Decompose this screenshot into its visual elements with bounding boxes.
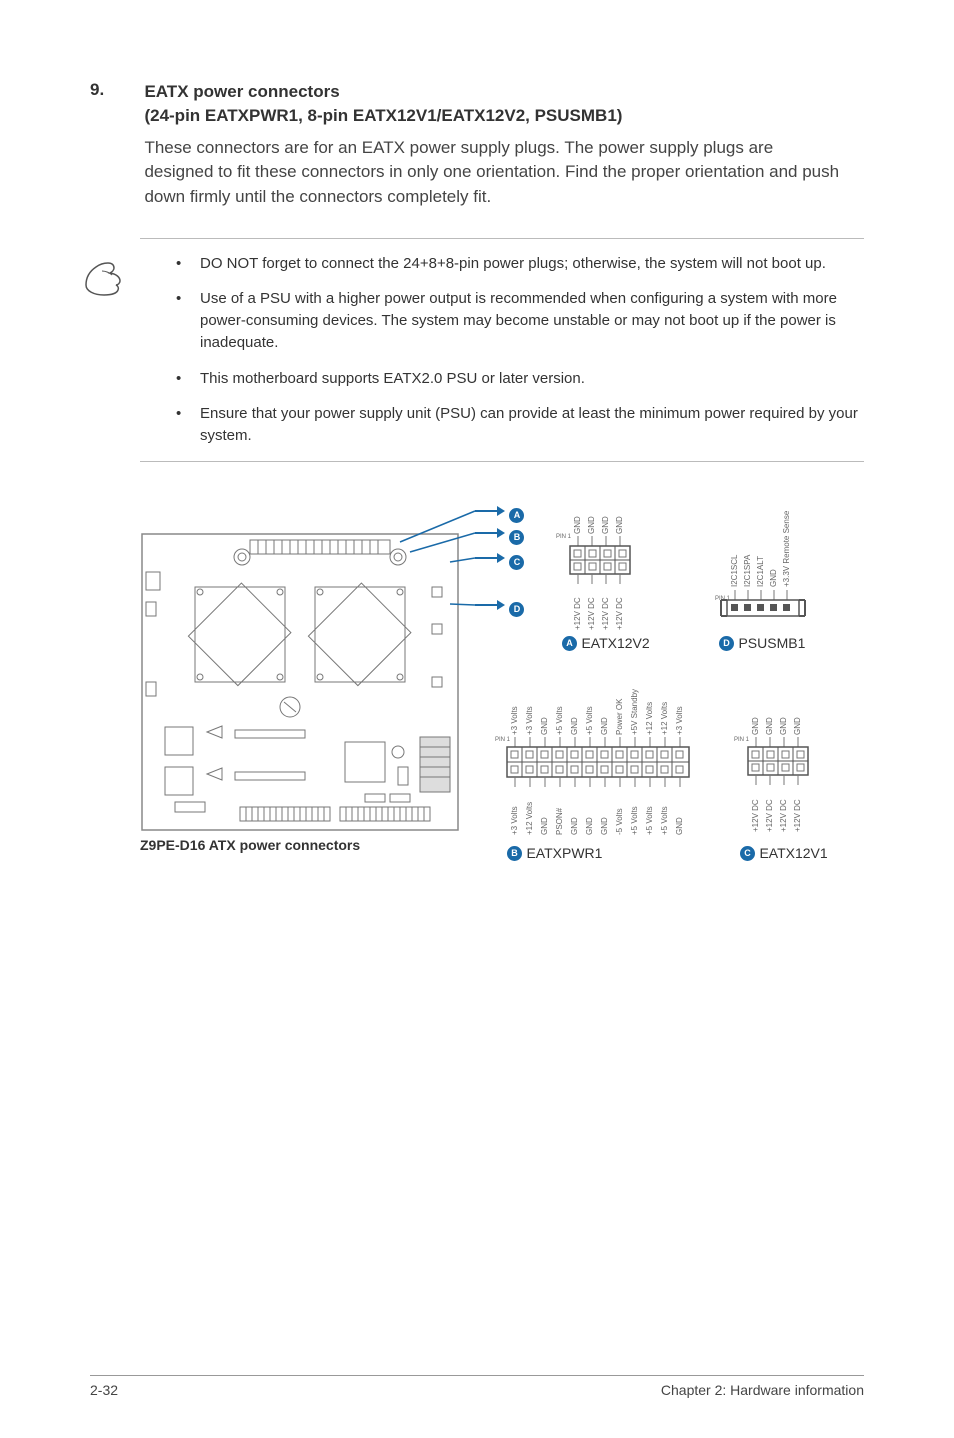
svg-text:+12V DC: +12V DC bbox=[573, 597, 582, 630]
svg-text:GND: GND bbox=[615, 516, 624, 534]
note-item: Use of a PSU with a higher power output … bbox=[200, 288, 864, 353]
svg-text:GND: GND bbox=[600, 817, 609, 835]
badge-a: A bbox=[509, 508, 524, 523]
svg-text:PIN 1: PIN 1 bbox=[495, 737, 511, 743]
connector-psusmb1: I2C1SCL I2C1SPA I2C1ALT GND +3.3V Remote… bbox=[715, 502, 875, 653]
note-item: Ensure that your power supply unit (PSU)… bbox=[200, 403, 864, 447]
eatx12v2-label: EATX12V2 bbox=[581, 635, 649, 651]
svg-text:GND: GND bbox=[769, 569, 778, 587]
svg-text:I2C1SPA: I2C1SPA bbox=[743, 554, 752, 587]
svg-text:+12 Volts: +12 Volts bbox=[645, 702, 654, 735]
svg-text:+5 Volts: +5 Volts bbox=[630, 806, 639, 835]
badge-b-label: B bbox=[507, 846, 522, 861]
svg-text:+12V DC: +12V DC bbox=[793, 799, 802, 832]
svg-text:Power OK: Power OK bbox=[615, 698, 624, 735]
connector-eatx12v2: GND GND GND GND PIN 1 +12V DC +12V DC +1… bbox=[552, 502, 662, 653]
svg-text:GND: GND bbox=[540, 717, 549, 735]
svg-text:+3 Volts: +3 Volts bbox=[675, 706, 684, 735]
badge-c-label: C bbox=[740, 846, 755, 861]
section-description: These connectors are for an EATX power s… bbox=[144, 136, 844, 210]
svg-text:PIN 1: PIN 1 bbox=[556, 534, 572, 540]
connector-eatxpwr1: +3 Volts +3 Volts GND +5 Volts GND +5 Vo… bbox=[495, 677, 735, 863]
svg-text:GND: GND bbox=[570, 717, 579, 735]
badge-c: C bbox=[509, 555, 524, 570]
section-number: 9. bbox=[90, 80, 140, 100]
svg-text:I2C1SCL: I2C1SCL bbox=[730, 554, 739, 587]
svg-text:-5 Volts: -5 Volts bbox=[615, 808, 624, 835]
note-list: DO NOT forget to connect the 24+8+8-pin … bbox=[140, 253, 864, 447]
svg-text:+3 Volts: +3 Volts bbox=[525, 706, 534, 735]
note-item: This motherboard supports EATX2.0 PSU or… bbox=[200, 368, 864, 390]
note-item: DO NOT forget to connect the 24+8+8-pin … bbox=[200, 253, 864, 275]
svg-text:GND: GND bbox=[540, 817, 549, 835]
svg-text:+12 Volts: +12 Volts bbox=[660, 702, 669, 735]
svg-text:+3.3V Remote Sense: +3.3V Remote Sense bbox=[782, 510, 791, 587]
board-caption: Z9PE-D16 ATX power connectors bbox=[140, 837, 360, 853]
svg-text:+3 Volts: +3 Volts bbox=[510, 706, 519, 735]
page-footer: 2-32 Chapter 2: Hardware information bbox=[90, 1375, 864, 1398]
note-block: DO NOT forget to connect the 24+8+8-pin … bbox=[140, 238, 864, 462]
svg-text:GND: GND bbox=[573, 516, 582, 534]
badge-b: B bbox=[509, 530, 524, 545]
chapter-label: Chapter 2: Hardware information bbox=[661, 1382, 864, 1398]
svg-text:+12V DC: +12V DC bbox=[615, 597, 624, 630]
svg-text:+5 Volts: +5 Volts bbox=[645, 806, 654, 835]
badge-d: D bbox=[509, 602, 524, 617]
svg-text:GND: GND bbox=[585, 817, 594, 835]
svg-text:+12V DC: +12V DC bbox=[779, 799, 788, 832]
eatx12v1-label: EATX12V1 bbox=[759, 845, 827, 861]
svg-text:+5 Volts: +5 Volts bbox=[555, 706, 564, 735]
svg-text:GND: GND bbox=[587, 516, 596, 534]
note-hand-icon bbox=[82, 257, 124, 299]
svg-text:GND: GND bbox=[751, 717, 760, 735]
section-header: 9. EATX power connectors (24-pin EATXPWR… bbox=[90, 80, 864, 210]
svg-text:GND: GND bbox=[601, 516, 610, 534]
svg-text:I2C1ALT: I2C1ALT bbox=[756, 556, 765, 587]
svg-text:GND: GND bbox=[570, 817, 579, 835]
svg-text:GND: GND bbox=[765, 717, 774, 735]
eatxpwr1-label: EATXPWR1 bbox=[526, 845, 602, 861]
svg-text:PSON#: PSON# bbox=[555, 807, 564, 835]
section-title: EATX power connectors (24-pin EATXPWR1, … bbox=[144, 80, 844, 128]
svg-text:GND: GND bbox=[793, 717, 802, 735]
svg-text:+12V DC: +12V DC bbox=[765, 799, 774, 832]
badge-d-label: D bbox=[719, 636, 734, 651]
svg-text:PIN 1: PIN 1 bbox=[734, 737, 750, 743]
badge-a-label: A bbox=[562, 636, 577, 651]
svg-text:+12V DC: +12V DC bbox=[587, 597, 596, 630]
connector-eatx12v1: GND GND GND GND PIN 1 +12V DC +12V DC +1… bbox=[730, 677, 850, 863]
svg-text:+5 Volts: +5 Volts bbox=[660, 806, 669, 835]
svg-text:GND: GND bbox=[675, 817, 684, 835]
title-line-2: (24-pin EATXPWR1, 8-pin EATX12V1/EATX12V… bbox=[144, 106, 622, 125]
svg-text:+12 Volts: +12 Volts bbox=[525, 802, 534, 835]
svg-text:GND: GND bbox=[600, 717, 609, 735]
svg-text:+5 Volts: +5 Volts bbox=[585, 706, 594, 735]
page-number: 2-32 bbox=[90, 1382, 118, 1398]
svg-text:+12V DC: +12V DC bbox=[601, 597, 610, 630]
callout-lines bbox=[390, 502, 480, 642]
psusmb1-label: PSUSMB1 bbox=[738, 635, 805, 651]
title-line-1: EATX power connectors bbox=[144, 82, 339, 101]
diagram-area: A B C D Z9PE-D16 ATX power connectors GN… bbox=[140, 502, 880, 922]
svg-text:+5V Standby: +5V Standby bbox=[630, 689, 639, 735]
svg-text:+3 Volts: +3 Volts bbox=[510, 806, 519, 835]
svg-text:GND: GND bbox=[779, 717, 788, 735]
svg-text:+12V DC: +12V DC bbox=[751, 799, 760, 832]
